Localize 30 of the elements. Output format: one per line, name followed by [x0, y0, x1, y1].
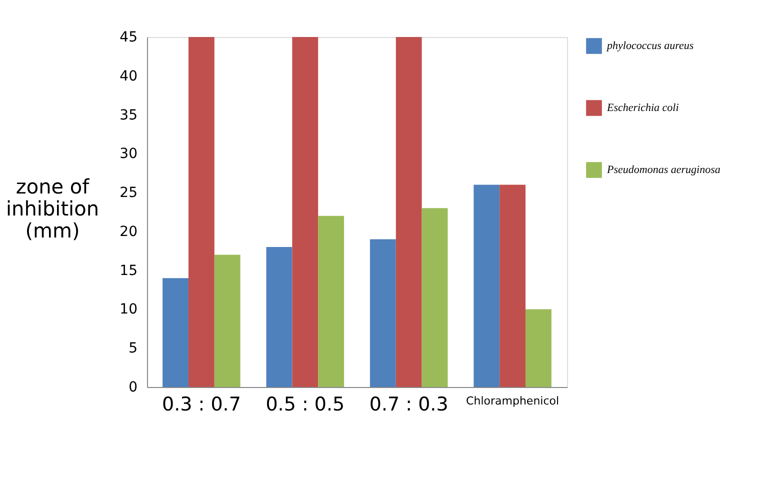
legend-label: phylococcus aureus [606, 40, 694, 52]
x-tick-label: 0.5 : 0.5 [266, 394, 345, 416]
bar [422, 208, 448, 387]
x-tick-label: 0.7 : 0.3 [369, 394, 448, 416]
bar [500, 184, 526, 387]
y-tick-label: 0 [128, 380, 138, 396]
bar [266, 247, 292, 387]
bar [292, 37, 318, 387]
y-tick-label: 45 [120, 30, 138, 46]
y-tick-label: 15 [120, 262, 138, 279]
y-tick-label: 20 [120, 224, 138, 240]
y-tick-label: 10 [120, 302, 138, 318]
y-axis-title: zone of inhibition (mm) [6, 174, 100, 242]
x-tick-label: 0.3 : 0.7 [162, 394, 241, 416]
y-tick-label: 40 [120, 68, 138, 84]
legend-label: Escherichia coli [606, 102, 679, 114]
legend-label: Pseudomonas aeruginosa [606, 164, 721, 176]
bar [162, 278, 188, 387]
bar [474, 184, 500, 387]
y-tick-label: 5 [128, 340, 138, 357]
bar [188, 37, 214, 387]
y-tick-label: 30 [120, 146, 138, 162]
bar [526, 309, 552, 387]
bar [318, 216, 344, 387]
y-tick-label: 25 [120, 185, 138, 202]
x-tick-label: Chloramphenicol [466, 394, 560, 408]
y-tick-label: 35 [120, 107, 138, 124]
bar [214, 254, 240, 387]
bar [396, 37, 422, 387]
bar [370, 239, 396, 387]
